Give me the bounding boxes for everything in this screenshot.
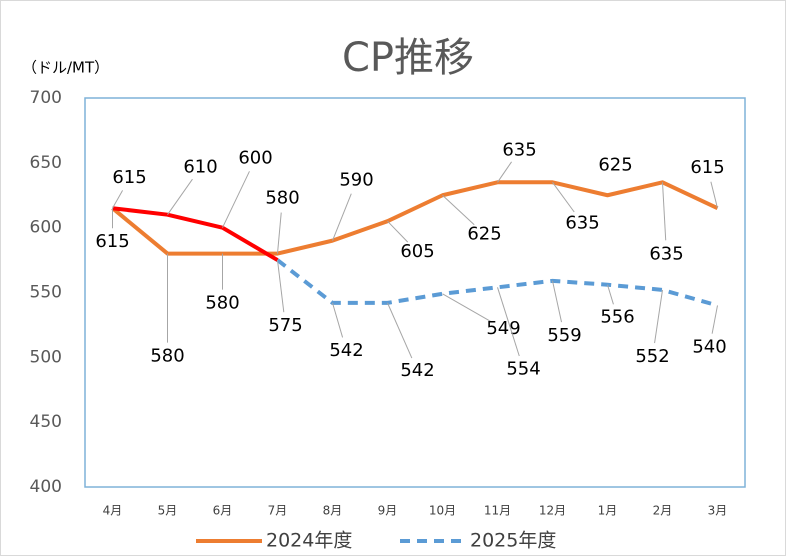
x-tick-label: 12月 (539, 504, 566, 518)
series-line (111, 180, 719, 256)
leader-line (552, 280, 563, 323)
leader-line (222, 171, 250, 228)
data-label: 605 (400, 241, 434, 262)
data-label: 610 (183, 157, 217, 178)
leader-line (662, 182, 667, 241)
leader-line (607, 284, 614, 305)
legend-label: 2025年度 (470, 530, 556, 552)
data-label: 580 (205, 293, 239, 314)
y-tick-label: 500 (30, 347, 62, 367)
leader-line (387, 302, 413, 359)
x-tick-label: 3月 (708, 504, 728, 518)
leader-line (442, 293, 492, 323)
series-line-highlight (112, 206, 279, 262)
x-tick-label: 6月 (213, 504, 233, 518)
x-tick-label: 1月 (598, 504, 618, 518)
x-tick-label: 8月 (323, 504, 343, 518)
data-label: 549 (486, 318, 520, 339)
leader-line (167, 178, 193, 215)
leader-line (277, 212, 282, 254)
y-tick-label: 450 (30, 412, 62, 432)
data-label: 552 (635, 346, 669, 367)
plot-area (84, 97, 746, 488)
data-label: 615 (112, 167, 146, 188)
data-label: 542 (329, 340, 363, 361)
leader-line (387, 220, 409, 243)
x-tick-label: 2月 (653, 504, 673, 518)
x-tick-label: 5月 (158, 504, 178, 518)
leader-line (552, 181, 575, 213)
data-label: 600 (238, 148, 272, 169)
leader-line (710, 181, 718, 209)
leader-line (711, 305, 718, 334)
leader-line (442, 194, 475, 226)
legend-label: 2024年度 (266, 530, 352, 552)
data-label: 615 (690, 157, 724, 178)
leader-line (112, 190, 124, 209)
data-label: 635 (649, 243, 683, 264)
data-label: 554 (506, 358, 540, 379)
leader-line (332, 193, 352, 241)
leader-line (654, 289, 663, 344)
chart-title: CP推移 (342, 35, 474, 81)
y-tick-label: 400 (30, 477, 62, 497)
data-label: 556 (600, 307, 634, 328)
leader-line (332, 302, 344, 338)
x-tick-label: 11月 (484, 504, 511, 518)
y-tick-label: 600 (30, 218, 62, 238)
data-label: 559 (547, 325, 581, 346)
x-tick-label: 7月 (268, 504, 288, 518)
data-label: 542 (400, 360, 434, 381)
data-label: 580 (265, 188, 299, 209)
data-label: 635 (502, 139, 536, 160)
y-tick-label: 700 (30, 88, 62, 108)
leader-line (497, 287, 520, 357)
x-tick-label: 9月 (378, 504, 398, 518)
data-label: 590 (339, 170, 373, 191)
y-tick-label: 550 (30, 283, 62, 303)
y-tick-label: 650 (30, 153, 62, 173)
data-label: 635 (565, 212, 599, 233)
data-label: 540 (692, 336, 726, 357)
data-label: 625 (598, 154, 632, 175)
data-label: 615 (95, 231, 129, 252)
data-label: 575 (268, 315, 302, 336)
leader-line (497, 161, 512, 183)
data-label: 580 (150, 346, 184, 367)
data-label: 625 (467, 223, 501, 244)
x-tick-label: 4月 (103, 504, 123, 518)
leader-line (277, 260, 285, 313)
x-tick-label: 10月 (429, 504, 456, 518)
series-line (276, 258, 719, 308)
y-axis-label: （ドル/MT） (22, 59, 109, 77)
